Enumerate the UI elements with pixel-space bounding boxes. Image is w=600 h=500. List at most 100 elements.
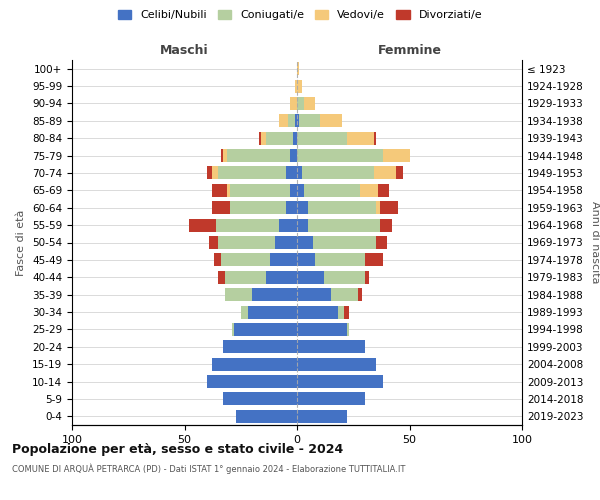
Bar [347,132,373,144]
Bar [229,201,286,214]
Bar [227,149,290,162]
Bar [315,254,365,266]
Bar [378,184,389,197]
Y-axis label: Anni di nascita: Anni di nascita [590,201,600,284]
Bar [290,97,297,110]
Bar [380,201,398,214]
Bar [232,323,234,336]
Bar [297,410,347,423]
Bar [214,254,221,266]
Bar [229,184,290,197]
Bar [297,392,365,406]
Bar [376,236,387,249]
Bar [275,236,297,249]
Bar [360,184,378,197]
Bar [261,132,265,144]
Bar [380,218,392,232]
Bar [252,288,297,301]
Bar [295,114,297,128]
Bar [347,323,349,336]
Bar [313,236,376,249]
Bar [265,132,293,144]
Bar [297,270,324,284]
Bar [223,340,297,353]
Bar [297,340,365,353]
Bar [297,236,313,249]
Bar [212,166,218,179]
Bar [297,184,304,197]
Bar [207,375,297,388]
Legend: Celibi/Nubili, Coniugati/e, Vedovi/e, Divorziati/e: Celibi/Nubili, Coniugati/e, Vedovi/e, Di… [113,6,487,25]
Text: Maschi: Maschi [160,44,209,57]
Bar [279,218,297,232]
Text: Femmine: Femmine [377,44,442,57]
Bar [320,114,342,128]
Bar [221,254,270,266]
Bar [396,166,403,179]
Bar [297,80,302,92]
Bar [221,149,223,162]
Bar [288,114,295,128]
Bar [308,218,380,232]
Bar [297,166,302,179]
Bar [297,358,376,370]
Bar [297,254,315,266]
Bar [373,166,396,179]
Bar [241,306,248,318]
Bar [297,62,299,75]
Y-axis label: Fasce di età: Fasce di età [16,210,26,276]
Bar [223,149,227,162]
Bar [279,114,288,128]
Bar [308,201,376,214]
Bar [209,236,218,249]
Bar [216,218,279,232]
Bar [223,392,297,406]
Bar [358,288,362,301]
Bar [304,184,360,197]
Bar [297,375,383,388]
Bar [383,149,409,162]
Bar [297,288,331,301]
Bar [344,306,349,318]
Bar [227,184,229,197]
Bar [297,201,308,214]
Bar [207,166,212,179]
Bar [297,149,383,162]
Bar [297,306,337,318]
Bar [302,166,373,179]
Bar [297,323,347,336]
Bar [337,306,344,318]
Bar [189,218,216,232]
Bar [265,270,297,284]
Bar [286,166,297,179]
Bar [373,132,376,144]
Bar [365,254,383,266]
Bar [234,323,297,336]
Bar [295,80,297,92]
Bar [376,201,380,214]
Bar [304,97,315,110]
Bar [331,288,358,301]
Bar [212,184,227,197]
Bar [297,97,304,110]
Bar [270,254,297,266]
Bar [293,132,297,144]
Bar [365,270,369,284]
Bar [324,270,365,284]
Bar [286,201,297,214]
Bar [225,270,265,284]
Bar [290,184,297,197]
Bar [259,132,261,144]
Bar [290,149,297,162]
Text: COMUNE DI ARQUÀ PETRARCA (PD) - Dati ISTAT 1° gennaio 2024 - Elaborazione TUTTIT: COMUNE DI ARQUÀ PETRARCA (PD) - Dati IST… [12,464,406,474]
Bar [212,201,229,214]
Text: Popolazione per età, sesso e stato civile - 2024: Popolazione per età, sesso e stato civil… [12,442,343,456]
Bar [212,358,297,370]
Bar [218,270,225,284]
Bar [248,306,297,318]
Bar [297,114,299,128]
Bar [297,218,308,232]
Bar [236,410,297,423]
Bar [218,236,275,249]
Bar [297,132,347,144]
